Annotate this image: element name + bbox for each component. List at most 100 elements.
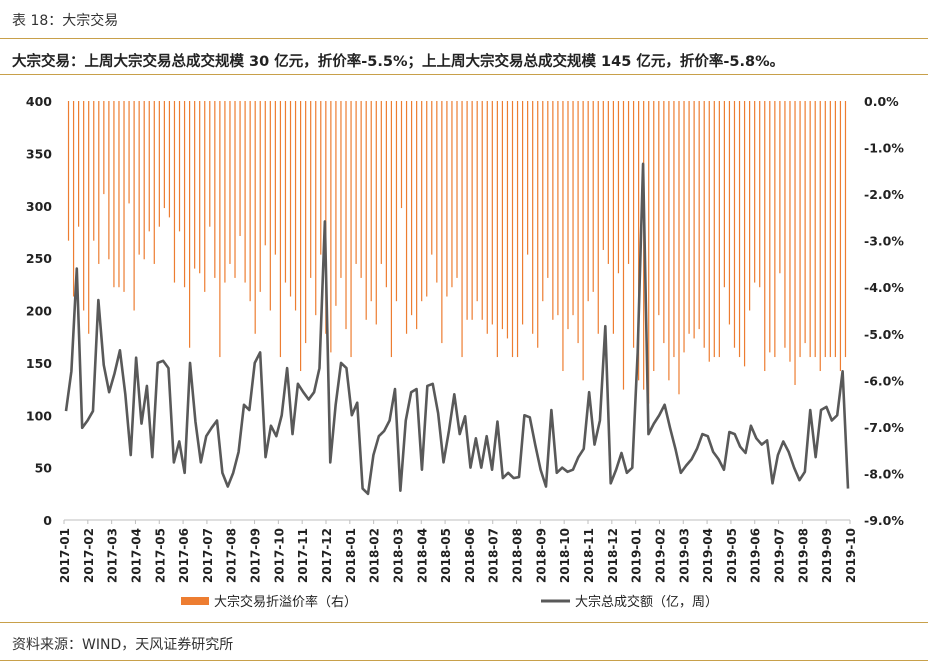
x-tick-label: 2017-08 bbox=[225, 528, 239, 583]
discount-bar bbox=[547, 101, 549, 278]
x-tick-label: 2017-01 bbox=[58, 528, 72, 583]
discount-bar bbox=[153, 101, 155, 264]
discount-bar bbox=[774, 101, 776, 358]
discount-bar bbox=[698, 101, 700, 330]
turnover-line bbox=[64, 162, 850, 496]
discount-bar bbox=[138, 101, 140, 255]
discount-bar bbox=[834, 101, 836, 358]
discount-bar bbox=[163, 101, 165, 209]
discount-bar bbox=[824, 101, 826, 358]
discount-bar bbox=[592, 101, 594, 292]
discount-bar bbox=[678, 101, 680, 395]
left-y-axis: 400 350 300 250 200 150 100 50 0 bbox=[26, 94, 52, 528]
discount-bar bbox=[602, 101, 604, 250]
x-tick-label: 2019-05 bbox=[725, 528, 739, 583]
discount-bar bbox=[335, 101, 337, 306]
x-tick-label: 2019-04 bbox=[701, 528, 715, 583]
discount-bar bbox=[653, 101, 655, 372]
discount-bar bbox=[229, 101, 231, 264]
legend-swatch-bar bbox=[181, 597, 209, 605]
discount-bar bbox=[804, 101, 806, 344]
discount-bar bbox=[738, 101, 741, 358]
discount-bar bbox=[769, 101, 771, 353]
discount-bar bbox=[209, 101, 211, 227]
discount-bar bbox=[552, 101, 554, 320]
bottom-rule bbox=[0, 660, 928, 661]
discount-bar bbox=[173, 101, 176, 283]
discount-bar bbox=[597, 101, 599, 334]
discount-bar bbox=[648, 101, 650, 404]
x-tick-label: 2017-09 bbox=[249, 528, 263, 583]
discount-bar bbox=[673, 101, 675, 358]
x-tick-label: 2019-03 bbox=[677, 528, 691, 583]
discount-bar bbox=[814, 101, 816, 358]
discount-bar bbox=[799, 101, 801, 358]
x-tick-label: 2018-10 bbox=[558, 528, 572, 583]
legend-label-bar: 大宗交易折溢价率（右） bbox=[214, 594, 357, 610]
discount-bar bbox=[330, 101, 332, 353]
discount-bar bbox=[567, 101, 569, 330]
right-y-tick: -1.0% bbox=[864, 141, 904, 156]
discount-bar bbox=[400, 101, 403, 209]
discount-bar bbox=[476, 101, 478, 302]
right-y-tick: -5.0% bbox=[864, 327, 904, 342]
discount-bar bbox=[431, 101, 433, 255]
discount-bar bbox=[168, 101, 171, 218]
discount-bar bbox=[461, 101, 463, 358]
left-y-tick: 300 bbox=[26, 199, 52, 214]
discount-bar bbox=[784, 101, 786, 348]
discount-bar bbox=[370, 101, 372, 302]
discount-bar bbox=[183, 101, 186, 288]
discount-bar bbox=[839, 101, 842, 372]
discount-bar bbox=[345, 101, 347, 330]
discount-bar bbox=[259, 101, 261, 292]
discount-bar bbox=[511, 101, 514, 358]
discount-bar bbox=[78, 101, 80, 227]
x-tick-label: 2017-03 bbox=[106, 528, 120, 583]
x-tick-label: 2018-12 bbox=[606, 528, 620, 583]
discount-bar bbox=[305, 101, 307, 344]
discount-bar bbox=[486, 101, 488, 334]
legend: 大宗交易折溢价率（右） 大宗总成交额（亿，周） bbox=[181, 594, 718, 610]
x-tick-label: 2019-09 bbox=[820, 528, 834, 583]
discount-bar bbox=[234, 101, 236, 278]
x-tick-label: 2017-04 bbox=[129, 528, 143, 583]
discount-bar bbox=[451, 101, 453, 288]
discount-bar bbox=[688, 101, 690, 334]
discount-bar bbox=[562, 101, 564, 372]
discount-bar bbox=[764, 101, 766, 372]
left-y-tick: 50 bbox=[35, 461, 53, 476]
x-tick-label: 2018-01 bbox=[344, 528, 358, 583]
x-tick-label: 2018-03 bbox=[391, 528, 405, 583]
discount-bar bbox=[123, 101, 125, 292]
x-tick-label: 2018-06 bbox=[463, 528, 477, 583]
discount-bar bbox=[426, 101, 428, 297]
discount-bar bbox=[532, 101, 534, 334]
discount-bar bbox=[375, 101, 377, 325]
x-tick-label: 2019-10 bbox=[844, 528, 858, 583]
discount-bar bbox=[385, 101, 387, 288]
right-y-tick: -2.0% bbox=[864, 187, 904, 202]
discount-bar bbox=[350, 101, 352, 358]
discount-bar bbox=[794, 101, 796, 385]
discount-bar bbox=[481, 101, 483, 320]
discount-bar bbox=[658, 101, 660, 316]
discount-bar bbox=[668, 101, 670, 381]
discount-bar bbox=[466, 101, 468, 320]
discount-bar bbox=[158, 101, 160, 227]
discount-bar bbox=[527, 101, 529, 255]
left-y-tick: 250 bbox=[26, 251, 52, 266]
discount-bar bbox=[607, 101, 609, 264]
discount-bar bbox=[360, 101, 362, 278]
x-tick-label: 2018-02 bbox=[368, 528, 382, 583]
discount-bar bbox=[809, 101, 811, 358]
source-note: 资料来源：WIND，天风证券研究所 bbox=[12, 637, 234, 653]
discount-bar bbox=[577, 101, 579, 344]
discount-bar bbox=[587, 101, 589, 302]
discount-bar bbox=[320, 101, 322, 255]
discount-bar bbox=[829, 101, 831, 358]
discount-bar bbox=[572, 101, 574, 316]
discount-bar bbox=[733, 101, 736, 348]
discount-bar bbox=[289, 101, 292, 297]
discount-bar bbox=[759, 101, 761, 288]
